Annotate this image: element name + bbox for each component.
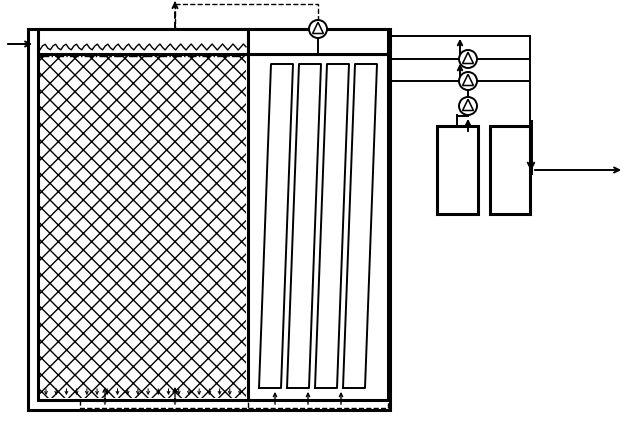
Circle shape <box>459 97 477 115</box>
Polygon shape <box>462 99 474 111</box>
Bar <box>437 126 478 214</box>
Polygon shape <box>462 52 474 63</box>
Polygon shape <box>315 64 349 388</box>
Bar <box>248 54 388 400</box>
Bar <box>38 29 248 54</box>
Circle shape <box>309 20 327 38</box>
Bar <box>38 54 248 400</box>
Bar <box>248 29 388 54</box>
Bar <box>28 29 390 410</box>
Circle shape <box>459 72 477 90</box>
Polygon shape <box>313 22 323 33</box>
Polygon shape <box>259 64 293 388</box>
Bar <box>40 56 246 398</box>
Polygon shape <box>343 64 377 388</box>
Polygon shape <box>287 64 321 388</box>
Polygon shape <box>462 74 474 86</box>
Circle shape <box>459 50 477 68</box>
Bar <box>490 126 530 214</box>
